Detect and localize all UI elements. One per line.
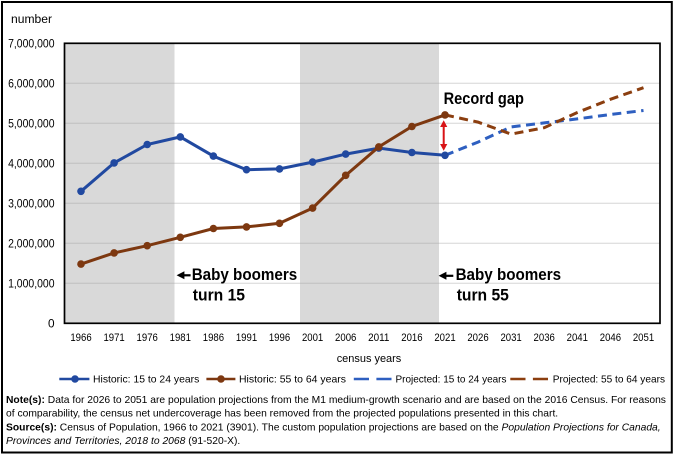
svg-text:of comparability, the census n: of comparability, the census net underco… [6,409,558,420]
svg-text:2041: 2041 [567,332,588,344]
svg-text:1996: 1996 [269,332,290,344]
svg-text:Source(s): Census of Populatio: Source(s): Census of Population, 1966 to… [6,423,661,434]
svg-text:2026: 2026 [467,332,488,344]
svg-text:2036: 2036 [534,332,555,344]
svg-text:2006: 2006 [335,332,356,344]
svg-text:2016: 2016 [401,332,422,344]
svg-text:Projected: 15 to 24 years: Projected: 15 to 24 years [396,374,507,386]
svg-text:2046: 2046 [600,332,621,344]
svg-text:4,000,000: 4,000,000 [8,156,55,170]
svg-text:1986: 1986 [203,332,224,344]
svg-text:1966: 1966 [70,332,91,344]
svg-text:1991: 1991 [236,332,257,344]
svg-text:1981: 1981 [170,332,191,344]
svg-text:0: 0 [48,316,55,330]
svg-text:number: number [11,12,52,26]
svg-text:1971: 1971 [103,332,124,344]
svg-text:7,000,000: 7,000,000 [8,36,55,50]
svg-text:2051: 2051 [633,332,654,344]
svg-text:Baby boomers: Baby boomers [456,265,561,284]
svg-text:Historic: 55 to 64 years: Historic: 55 to 64 years [239,374,346,386]
svg-text:2031: 2031 [500,332,521,344]
svg-text:turn 55: turn 55 [457,286,509,305]
svg-text:Record gap: Record gap [444,89,524,108]
svg-text:census years: census years [337,353,402,365]
svg-text:2001: 2001 [302,332,323,344]
svg-text:1,000,000: 1,000,000 [8,276,55,290]
svg-text:Provinces and Territories, 201: Provinces and Territories, 2018 to 2068 … [6,436,240,447]
svg-text:Historic: 15 to 24 years: Historic: 15 to 24 years [93,374,199,386]
svg-text:2,000,000: 2,000,000 [8,236,55,250]
svg-text:3,000,000: 3,000,000 [8,196,55,210]
svg-text:Baby boomers: Baby boomers [192,265,298,284]
svg-text:6,000,000: 6,000,000 [8,76,55,90]
svg-text:5,000,000: 5,000,000 [8,116,55,130]
svg-text:1976: 1976 [137,332,158,344]
svg-text:Note(s): Data for 2026 to 2051: Note(s): Data for 2026 to 2051 are popul… [6,395,666,406]
svg-text:2011: 2011 [368,332,389,344]
svg-text:Projected: 55 to 64 years: Projected: 55 to 64 years [553,374,665,386]
svg-text:2021: 2021 [434,332,455,344]
svg-text:turn 15: turn 15 [193,286,245,305]
